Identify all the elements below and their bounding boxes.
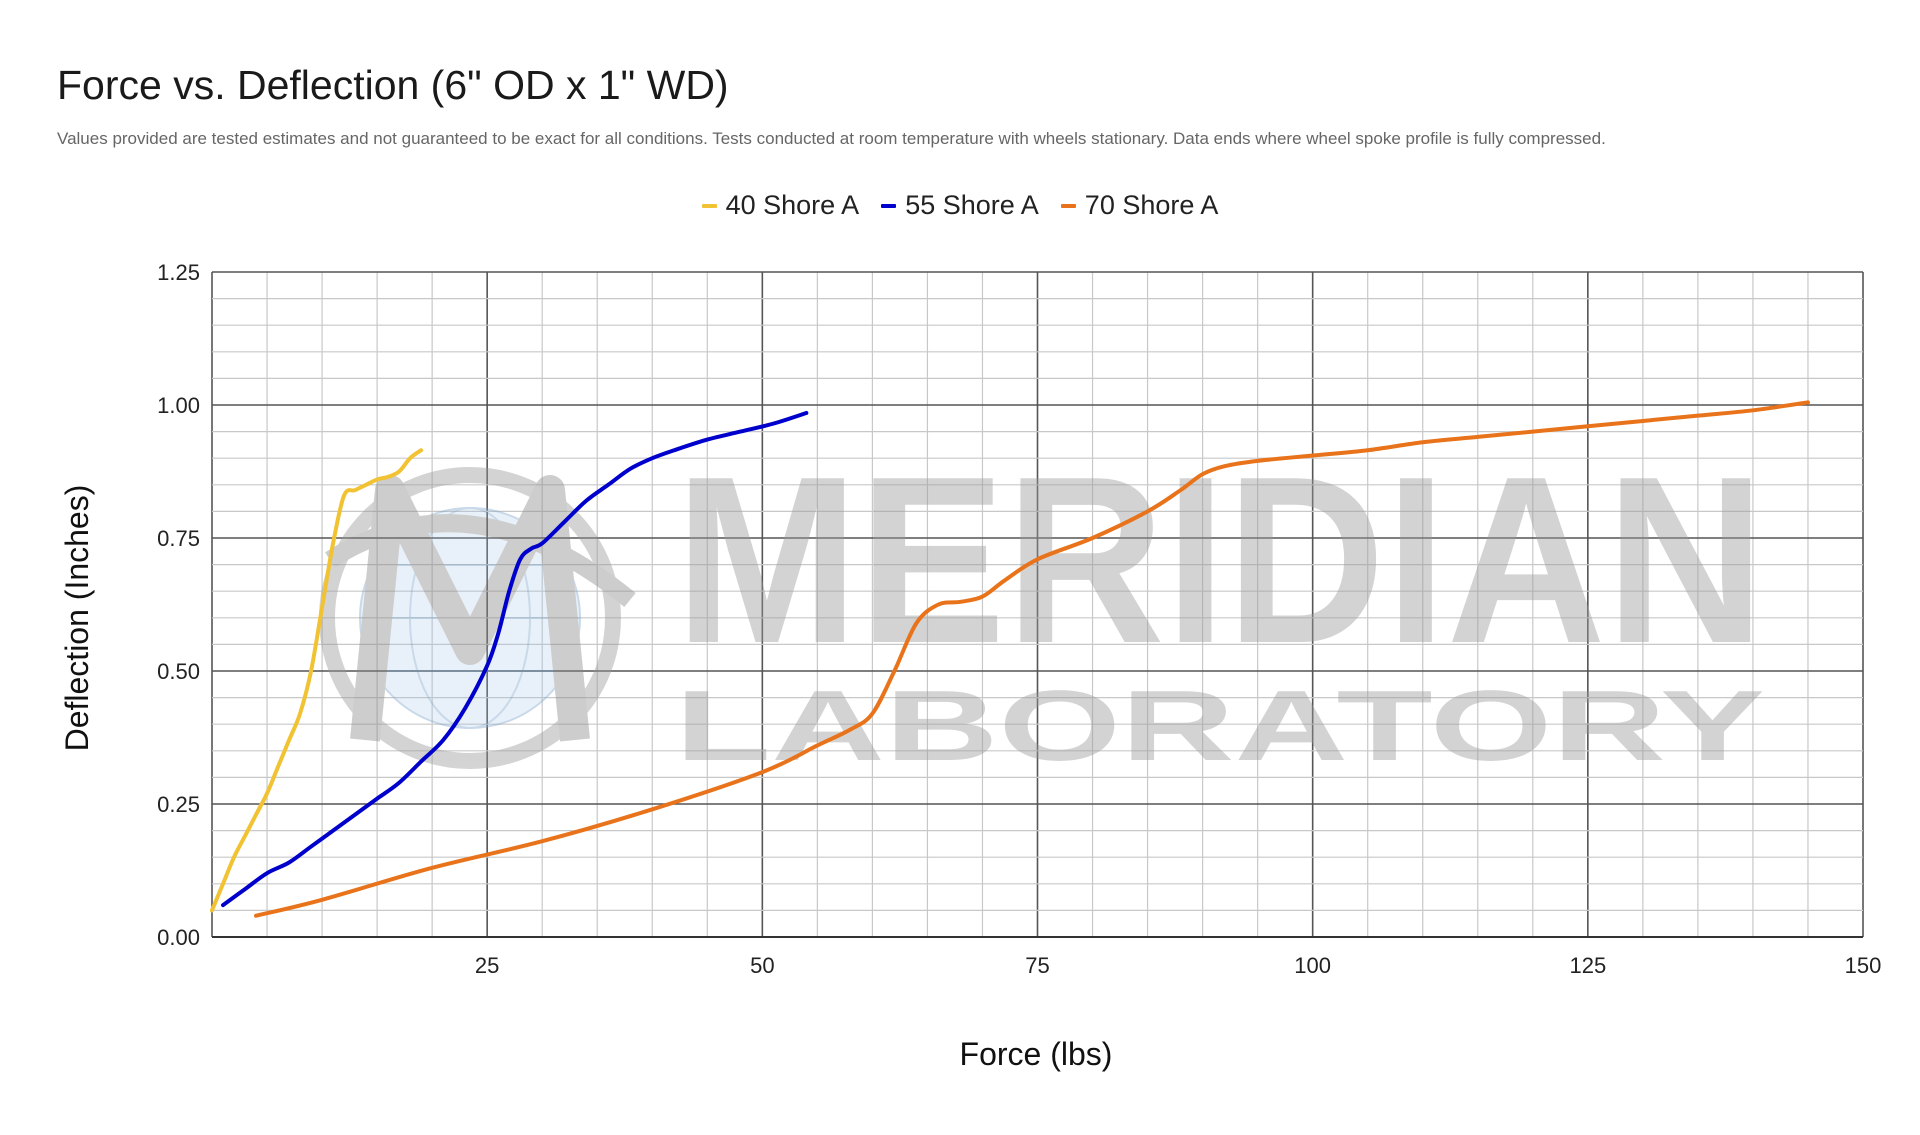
x-tick-label: 25 [475,953,499,978]
legend-label-55-shore: 55 Shore A [905,190,1039,220]
x-tick-label: 75 [1025,953,1049,978]
watermark-logo-icon [319,467,636,769]
legend-swatch-70-shore [1060,203,1076,208]
y-tick-label: 0.50 [157,659,200,684]
series-line-70-shore-a [254,400,1810,918]
watermark: MERIDIAN LABORATORY [319,428,1765,782]
watermark-sub: LABORATORY [675,670,1765,782]
x-tick-label: 100 [1294,953,1331,978]
chart-title: Force vs. Deflection (6" OD x 1" WD) [57,62,729,108]
y-axis-label: Deflection (Inches) [59,485,95,752]
y-tick-label: 0.75 [157,526,200,551]
x-tick-label: 125 [1569,953,1606,978]
watermark-brand: MERIDIAN [675,428,1765,693]
legend-item-40-shore: 40 Shore A [701,190,860,221]
x-tick-label: 50 [750,953,774,978]
chart-grid [211,271,1864,938]
legend-item-55-shore: 55 Shore A [881,190,1039,221]
legend-label-70-shore: 70 Shore A [1084,190,1219,220]
y-tick-label: 1.00 [157,393,200,418]
series-line-40-shore-a [210,448,424,913]
y-tick-label: 1.25 [157,260,200,285]
chart-subtitle: Values provided are tested estimates and… [57,129,1606,148]
legend-item-70-shore: 70 Shore A [1060,190,1219,221]
chart-series [210,400,1810,918]
x-axis-label: Force (lbs) [960,1036,1113,1072]
series-line-55-shore-a [221,410,809,908]
legend-swatch-40-shore [701,203,717,208]
legend-swatch-55-shore [881,203,897,208]
chart-axes: 25 50 75 100 125 150 0.00 0.25 0.50 0.75 1.00 1.25 [157,260,1881,978]
chart-legend: 40 Shore A 55 Shore A 70 Shore A [0,190,1920,221]
legend-label-40-shore: 40 Shore A [725,190,860,220]
x-tick-label: 150 [1845,953,1882,978]
y-tick-label: 0.25 [157,792,200,817]
y-tick-label: 0.00 [157,925,200,950]
